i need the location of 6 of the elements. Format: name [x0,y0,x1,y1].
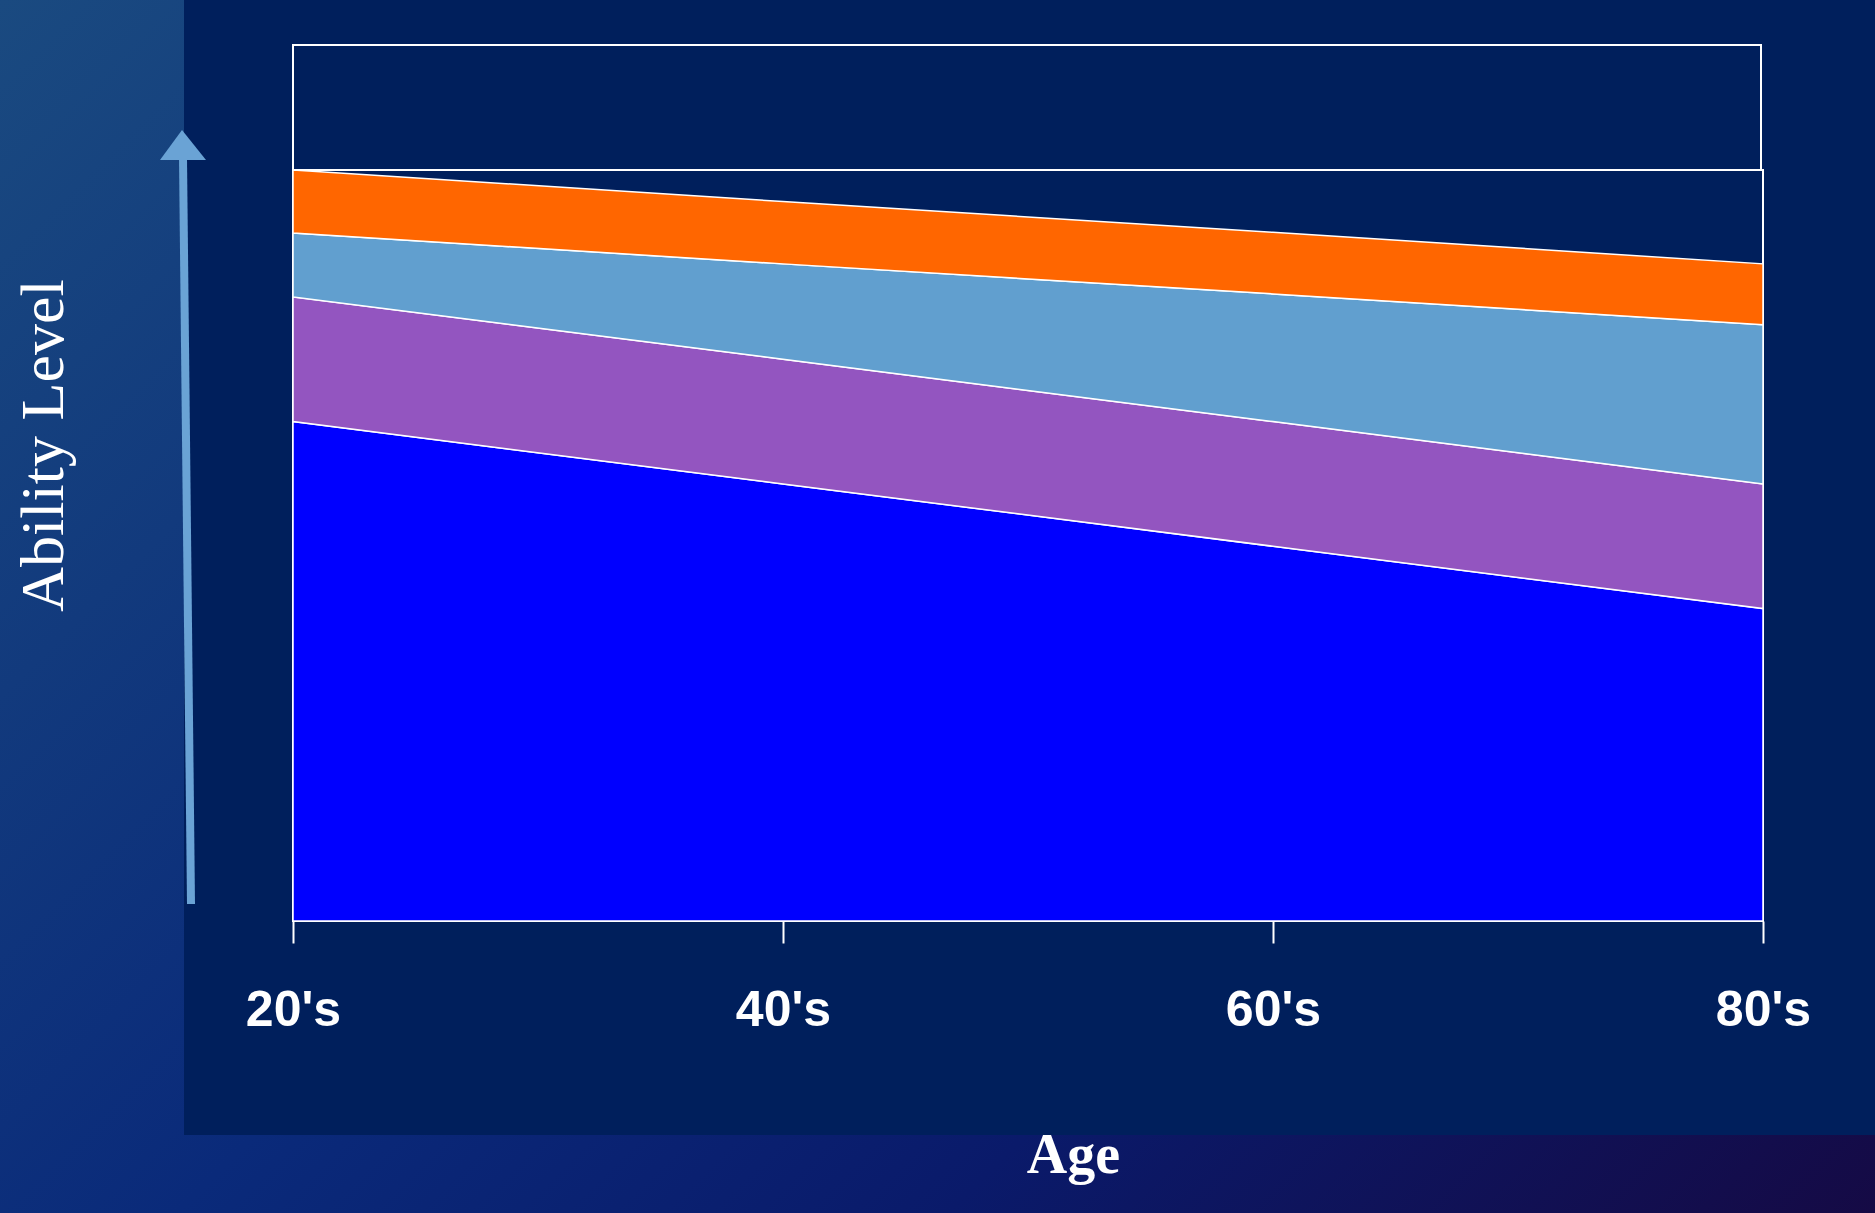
x-tick-label: 60's [1225,980,1322,1037]
x-axis-title: Age [1026,1122,1121,1185]
x-tick-label: 80's [1715,980,1812,1037]
x-tick-label: 40's [735,980,832,1037]
y-axis-title: Ability Level [7,279,76,612]
x-tick-label: 20's [245,980,342,1037]
